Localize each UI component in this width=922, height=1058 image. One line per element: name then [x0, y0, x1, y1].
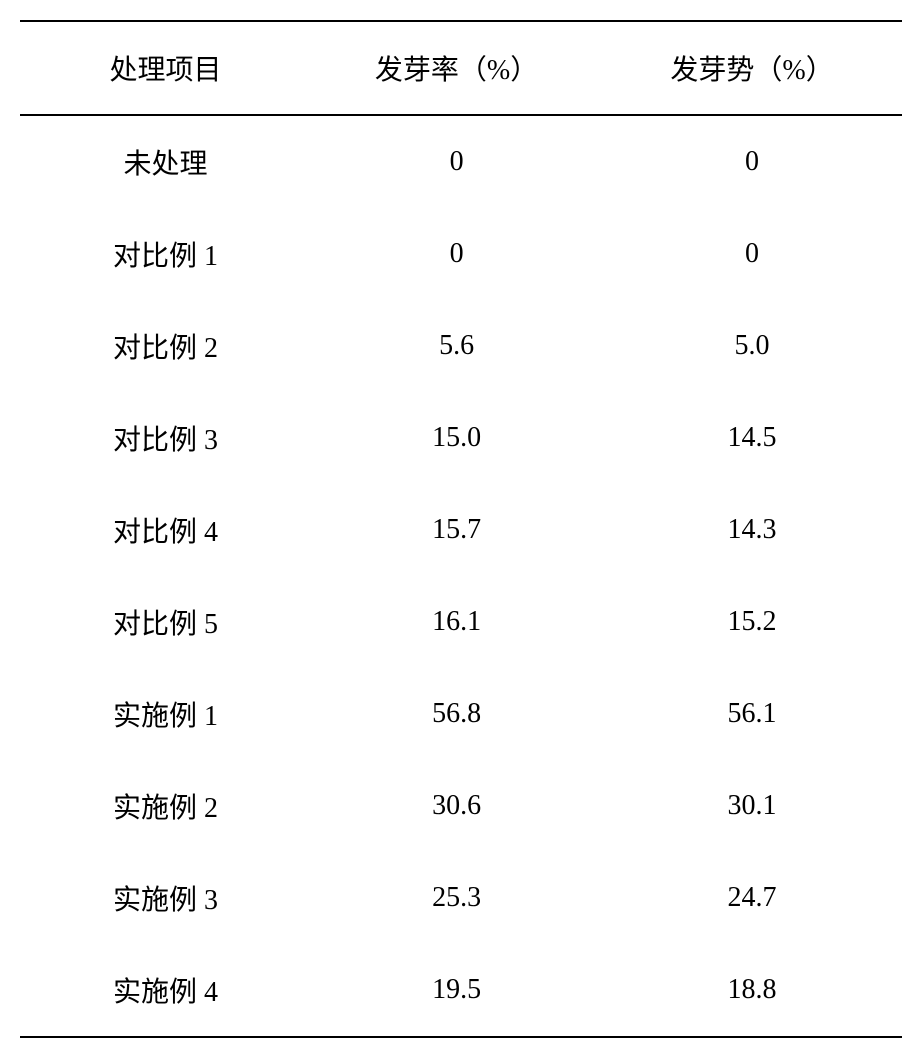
- cell-germination-rate: 15.0: [311, 392, 602, 484]
- cell-treatment: 未处理: [20, 115, 311, 208]
- table-container: 处理项目 发芽率（%） 发芽势（%） 未处理 0 0 对比例 1 0 0 对比例…: [20, 20, 902, 1038]
- table-row: 实施例 2 30.6 30.1: [20, 760, 902, 852]
- cell-germination-potential: 24.7: [602, 852, 902, 944]
- cell-germination-potential: 18.8: [602, 944, 902, 1037]
- cell-germination-rate: 5.6: [311, 300, 602, 392]
- column-header-germination-potential: 发芽势（%）: [602, 21, 902, 115]
- table-header: 处理项目 发芽率（%） 发芽势（%）: [20, 21, 902, 115]
- cell-germination-rate: 25.3: [311, 852, 602, 944]
- cell-germination-rate: 0: [311, 115, 602, 208]
- cell-treatment: 对比例 3: [20, 392, 311, 484]
- cell-treatment: 对比例 5: [20, 576, 311, 668]
- cell-germination-rate: 30.6: [311, 760, 602, 852]
- table-row: 对比例 2 5.6 5.0: [20, 300, 902, 392]
- cell-germination-potential: 14.3: [602, 484, 902, 576]
- cell-treatment: 实施例 2: [20, 760, 311, 852]
- cell-treatment: 实施例 3: [20, 852, 311, 944]
- cell-germination-potential: 0: [602, 115, 902, 208]
- cell-treatment: 对比例 2: [20, 300, 311, 392]
- table-row: 实施例 3 25.3 24.7: [20, 852, 902, 944]
- cell-germination-rate: 56.8: [311, 668, 602, 760]
- table-body: 未处理 0 0 对比例 1 0 0 对比例 2 5.6 5.0 对比例 3 15…: [20, 115, 902, 1037]
- table-row: 对比例 4 15.7 14.3: [20, 484, 902, 576]
- column-header-treatment: 处理项目: [20, 21, 311, 115]
- table-row: 对比例 1 0 0: [20, 208, 902, 300]
- table-row: 对比例 3 15.0 14.5: [20, 392, 902, 484]
- cell-germination-potential: 14.5: [602, 392, 902, 484]
- table-row: 实施例 1 56.8 56.1: [20, 668, 902, 760]
- cell-germination-potential: 30.1: [602, 760, 902, 852]
- data-table: 处理项目 发芽率（%） 发芽势（%） 未处理 0 0 对比例 1 0 0 对比例…: [20, 20, 902, 1038]
- column-header-germination-rate: 发芽率（%）: [311, 21, 602, 115]
- table-row: 实施例 4 19.5 18.8: [20, 944, 902, 1037]
- cell-germination-rate: 15.7: [311, 484, 602, 576]
- cell-germination-potential: 0: [602, 208, 902, 300]
- cell-germination-potential: 56.1: [602, 668, 902, 760]
- cell-germination-potential: 5.0: [602, 300, 902, 392]
- cell-treatment: 对比例 4: [20, 484, 311, 576]
- cell-germination-rate: 16.1: [311, 576, 602, 668]
- cell-treatment: 实施例 1: [20, 668, 311, 760]
- cell-treatment: 对比例 1: [20, 208, 311, 300]
- table-row: 未处理 0 0: [20, 115, 902, 208]
- cell-germination-rate: 19.5: [311, 944, 602, 1037]
- header-row: 处理项目 发芽率（%） 发芽势（%）: [20, 21, 902, 115]
- table-row: 对比例 5 16.1 15.2: [20, 576, 902, 668]
- cell-treatment: 实施例 4: [20, 944, 311, 1037]
- cell-germination-rate: 0: [311, 208, 602, 300]
- cell-germination-potential: 15.2: [602, 576, 902, 668]
